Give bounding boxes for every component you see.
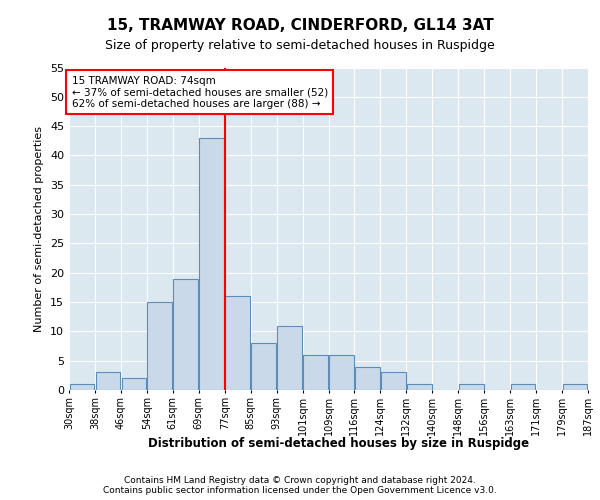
Text: Contains public sector information licensed under the Open Government Licence v3: Contains public sector information licen… — [103, 486, 497, 495]
Text: 15 TRAMWAY ROAD: 74sqm
← 37% of semi-detached houses are smaller (52)
62% of sem: 15 TRAMWAY ROAD: 74sqm ← 37% of semi-det… — [71, 76, 328, 109]
Bar — [95, 372, 120, 390]
Bar — [173, 278, 198, 390]
Bar — [355, 366, 380, 390]
Text: 15, TRAMWAY ROAD, CINDERFORD, GL14 3AT: 15, TRAMWAY ROAD, CINDERFORD, GL14 3AT — [107, 18, 493, 32]
Bar — [459, 384, 484, 390]
Bar — [148, 302, 172, 390]
Bar — [329, 355, 354, 390]
Bar — [70, 384, 94, 390]
Bar — [277, 326, 302, 390]
Text: Contains HM Land Registry data © Crown copyright and database right 2024.: Contains HM Land Registry data © Crown c… — [124, 476, 476, 485]
Bar — [122, 378, 146, 390]
Bar — [303, 355, 328, 390]
Bar — [407, 384, 431, 390]
Text: Distribution of semi-detached houses by size in Ruspidge: Distribution of semi-detached houses by … — [148, 438, 530, 450]
Text: Size of property relative to semi-detached houses in Ruspidge: Size of property relative to semi-detach… — [105, 39, 495, 52]
Bar — [563, 384, 587, 390]
Bar — [511, 384, 535, 390]
Bar — [381, 372, 406, 390]
Bar — [226, 296, 250, 390]
Y-axis label: Number of semi-detached properties: Number of semi-detached properties — [34, 126, 44, 332]
Bar — [199, 138, 224, 390]
Bar — [251, 343, 276, 390]
